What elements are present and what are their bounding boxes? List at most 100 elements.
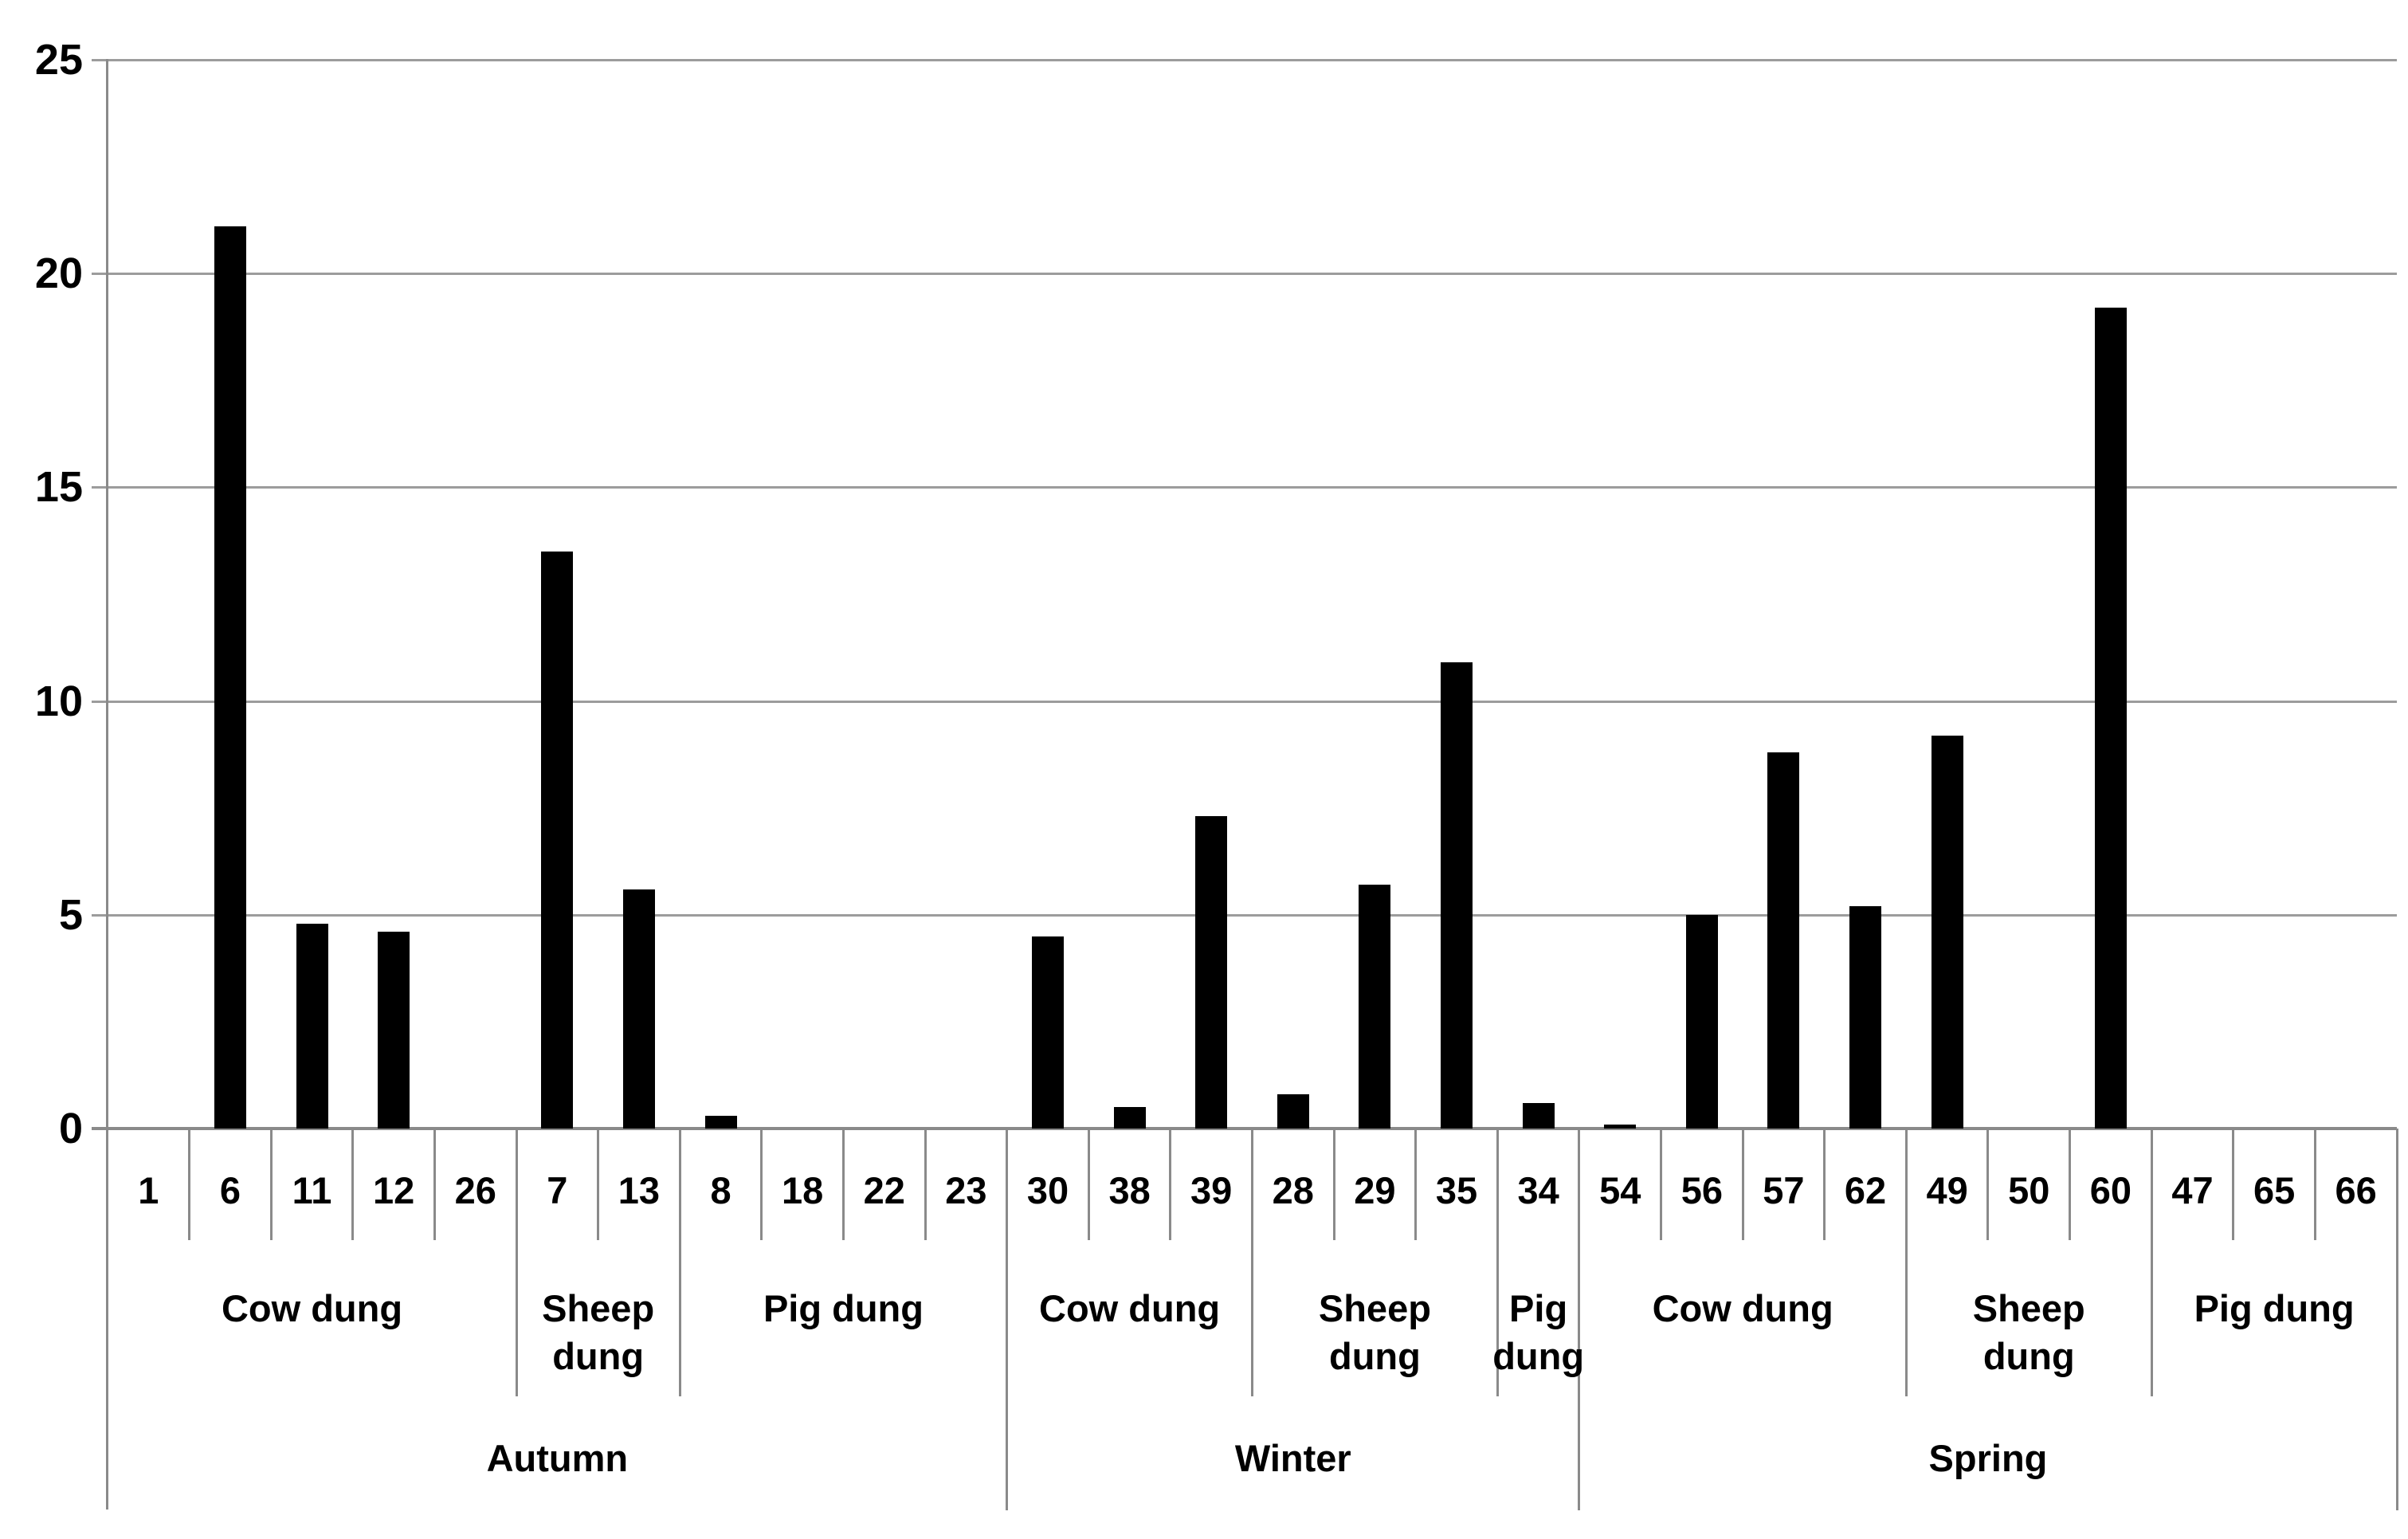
dung-type-label: Sheep dung — [1318, 1287, 1431, 1377]
axis-separator-line — [678, 1129, 681, 1396]
category-tick-label: 1 — [138, 1168, 159, 1211]
axis-separator-line — [924, 1129, 927, 1240]
dung-type-label: Cow dung — [1652, 1287, 1833, 1329]
axis-separator-line — [1986, 1129, 1990, 1240]
axis-separator-line — [1578, 1129, 1581, 1510]
bar — [1767, 752, 1799, 1129]
axis-separator-line — [1006, 1129, 1009, 1510]
season-label: Autumn — [486, 1437, 629, 1479]
category-tick-label: 65 — [2253, 1168, 2296, 1211]
category-tick-label: 66 — [2335, 1168, 2377, 1211]
y-axis-tick-label: 25 — [34, 36, 83, 84]
axis-separator-line — [515, 1129, 518, 1396]
category-tick-label: 22 — [863, 1168, 905, 1211]
bar — [623, 889, 655, 1129]
category-tick-label: 60 — [2089, 1168, 2132, 1211]
gridline — [92, 700, 2397, 703]
dung-type-label: Sheep dung — [1972, 1287, 2085, 1377]
axis-separator-line — [2232, 1129, 2235, 1240]
bar — [1604, 1125, 1636, 1129]
bar — [1523, 1103, 1555, 1129]
bar — [1277, 1094, 1309, 1129]
axis-separator-line — [1332, 1129, 1335, 1240]
axis-separator-line — [1904, 1129, 1908, 1396]
bar — [2095, 308, 2127, 1129]
category-tick-label: 39 — [1190, 1168, 1233, 1211]
y-axis-tick-label: 5 — [58, 890, 83, 939]
bar — [1195, 816, 1227, 1129]
y-axis-tick-label: 10 — [34, 677, 83, 725]
bar — [541, 552, 573, 1129]
axis-separator-line — [2313, 1129, 2316, 1240]
axis-separator-line — [433, 1129, 436, 1240]
axis-separator-line — [1087, 1129, 1090, 1240]
bar — [1032, 936, 1064, 1129]
axis-separator-line — [2395, 1129, 2398, 1510]
category-tick-label: 23 — [945, 1168, 987, 1211]
axis-separator-line — [1741, 1129, 1744, 1240]
category-tick-label: 18 — [782, 1168, 824, 1211]
gridline — [92, 59, 2397, 61]
axis-separator-line — [351, 1129, 355, 1240]
axis-separator-line — [269, 1129, 273, 1240]
category-tick-label: 6 — [219, 1168, 241, 1211]
dung-type-label: Cow dung — [221, 1287, 403, 1329]
bar — [1359, 885, 1390, 1129]
category-tick-label: 11 — [292, 1168, 332, 1211]
category-tick-label: 62 — [1844, 1168, 1887, 1211]
bar — [705, 1116, 737, 1129]
bar — [1931, 736, 1963, 1129]
category-tick-label: 29 — [1354, 1168, 1396, 1211]
bar — [1441, 662, 1473, 1129]
axis-separator-line — [841, 1129, 845, 1240]
category-tick-label: 30 — [1026, 1168, 1069, 1211]
axis-separator-line — [1496, 1129, 1499, 1396]
axis-separator-line — [2069, 1129, 2072, 1240]
category-tick-label: 28 — [1272, 1168, 1314, 1211]
category-tick-label: 49 — [1926, 1168, 1968, 1211]
axis-separator-line — [1414, 1129, 1418, 1240]
category-tick-label: 54 — [1599, 1168, 1641, 1211]
gridline — [92, 486, 2397, 489]
category-tick-label: 7 — [547, 1168, 568, 1211]
axis-separator-line — [1660, 1129, 1663, 1240]
category-tick-label: 38 — [1108, 1168, 1151, 1211]
axis-separator-line — [188, 1129, 191, 1240]
y-axis-line — [106, 59, 108, 1510]
category-tick-label: 47 — [2171, 1168, 2214, 1211]
category-tick-label: 57 — [1763, 1168, 1805, 1211]
category-tick-label: 35 — [1435, 1168, 1478, 1211]
bar — [1849, 906, 1881, 1129]
dung-type-label: Pig dung — [2194, 1287, 2355, 1329]
dung-type-label: Cow dung — [1039, 1287, 1221, 1329]
season-label: Winter — [1234, 1437, 1351, 1479]
gridline — [92, 273, 2397, 276]
dung-type-label: Sheep dung — [542, 1287, 655, 1377]
bar — [1686, 915, 1718, 1129]
x-axis-line — [92, 1127, 2397, 1130]
category-tick-label: 34 — [1517, 1168, 1559, 1211]
category-tick-label: 56 — [1681, 1168, 1723, 1211]
gridline — [92, 913, 2397, 917]
category-tick-label: 12 — [372, 1168, 415, 1211]
axis-separator-line — [760, 1129, 763, 1240]
bar — [1114, 1107, 1146, 1129]
bar — [378, 932, 410, 1129]
category-tick-label: 8 — [710, 1168, 731, 1211]
dung-type-label: Pig dung — [763, 1287, 924, 1329]
season-label: Spring — [1928, 1437, 2048, 1479]
y-axis-tick-label: 0 — [58, 1105, 83, 1152]
axis-separator-line — [1169, 1129, 1172, 1240]
axis-separator-line — [1823, 1129, 1826, 1240]
bar — [214, 226, 246, 1129]
y-axis-tick-label: 15 — [34, 463, 83, 512]
axis-separator-line — [1251, 1129, 1253, 1396]
y-axis-tick-label: 20 — [34, 249, 83, 298]
axis-separator-line — [597, 1129, 600, 1240]
bar — [296, 924, 328, 1129]
category-tick-label: 13 — [618, 1168, 661, 1211]
dung-type-label: Pig dung — [1492, 1287, 1585, 1377]
axis-separator-line — [2150, 1129, 2153, 1396]
category-tick-label: 26 — [454, 1168, 496, 1211]
